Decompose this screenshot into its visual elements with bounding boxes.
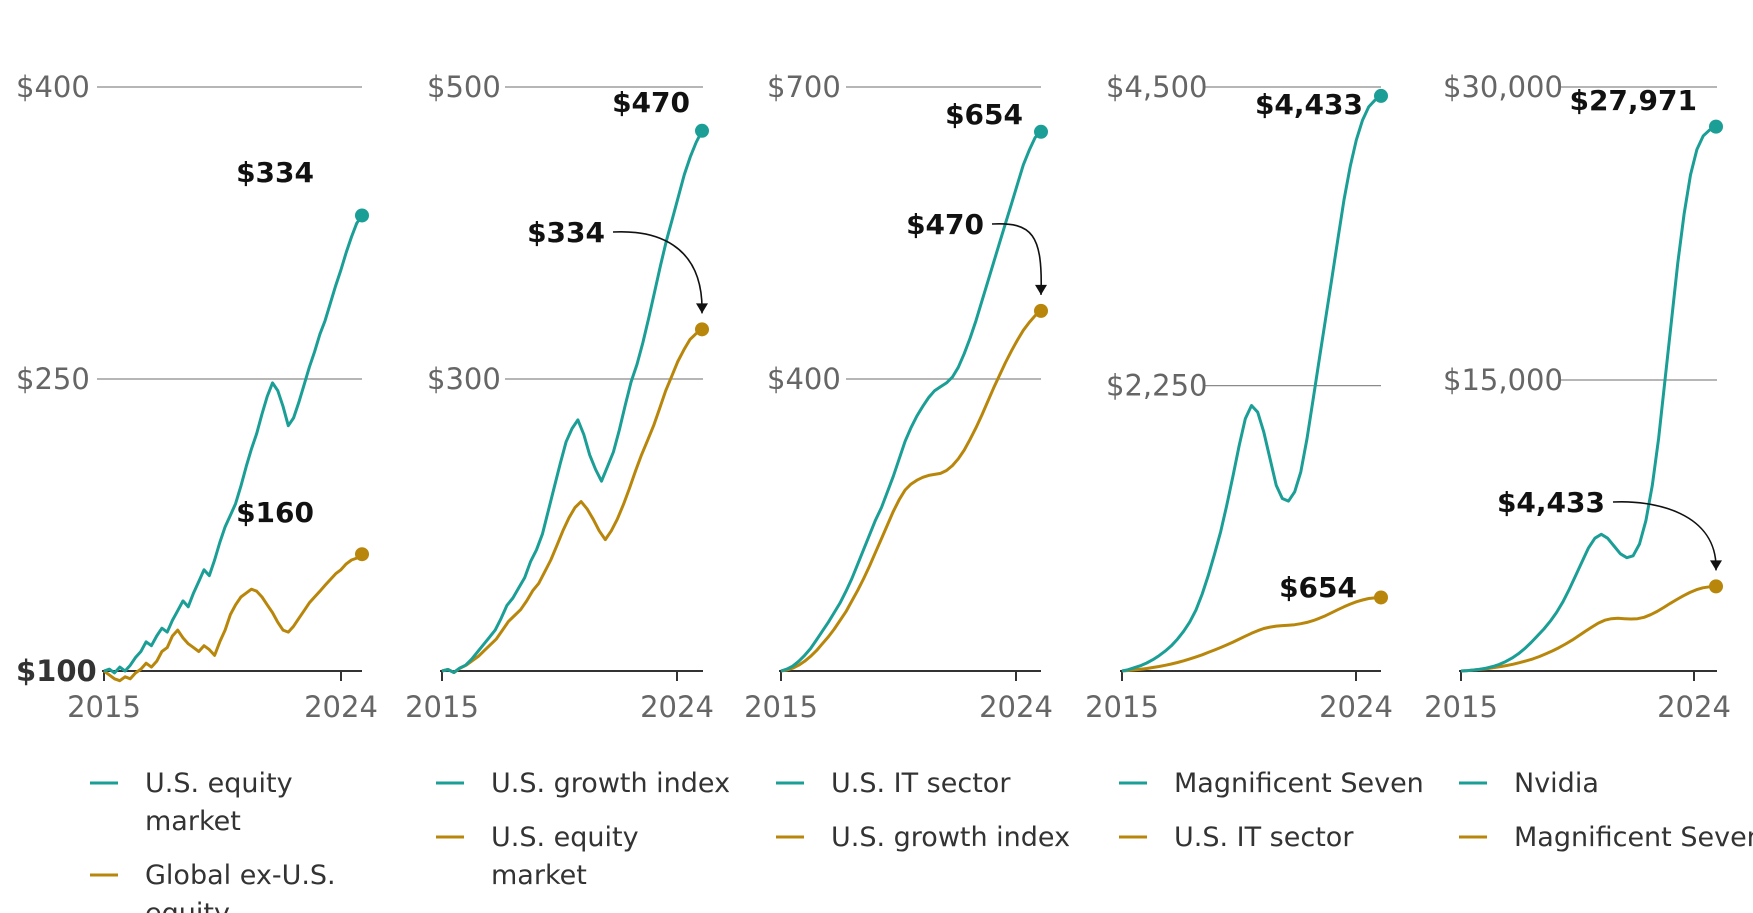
legend-label: market: [491, 860, 587, 891]
annotation-arrowhead: [696, 303, 708, 314]
series-end-marker: [1374, 590, 1388, 605]
end-value-label: $334: [236, 156, 314, 189]
series-end-marker: [695, 322, 709, 337]
y-tick-label: $4,500: [1106, 70, 1207, 104]
legend-label: Magnificent Seven: [1514, 822, 1753, 853]
legend-label: U.S. equity: [145, 768, 293, 799]
series-line-0: [1460, 125, 1717, 673]
annotation-arrow: [612, 231, 703, 314]
end-value-label: $654: [1279, 571, 1357, 604]
y-tick-label: $400: [16, 70, 90, 104]
panel-1: $100 $250 $400 2015 2024 $334 $160 U.S. equity m…: [16, 70, 378, 913]
x-tick-label: 2015: [744, 690, 818, 724]
x-tick-label: 2024: [979, 690, 1053, 724]
series-line-1: [780, 309, 1042, 673]
series-line-1: [1121, 596, 1382, 673]
y-tick-label: $300: [427, 362, 501, 396]
y-tick-label: $30,000: [1443, 70, 1563, 104]
end-value-label: $470: [906, 208, 984, 241]
y-tick-label: $700: [767, 70, 841, 104]
end-value-label: $654: [945, 98, 1023, 131]
series-end-marker: [1034, 303, 1048, 318]
y-tick-label: $500: [427, 70, 501, 104]
end-value-label: $160: [236, 496, 314, 529]
x-tick-label: 2024: [304, 690, 378, 724]
legend-label: U.S. equity: [491, 822, 639, 853]
legend-label: market: [145, 806, 241, 837]
end-value-label: $470: [612, 86, 690, 119]
series-line-1: [441, 328, 703, 674]
panel-5: $15,000 $30,000 2015 2024 $27,971 $4,433 Nvidi…: [1424, 70, 1753, 853]
series-line-1: [103, 552, 363, 683]
panel-3: $400 $700 2015 2024 $654 $470 U.S. IT sector U.…: [744, 70, 1070, 853]
end-value-label: $334: [527, 216, 605, 249]
legend-label: Magnificent Seven: [1174, 768, 1424, 799]
series-end-marker: [1034, 124, 1048, 139]
series-end-marker: [1374, 88, 1388, 103]
end-value-label: $27,971: [1569, 84, 1697, 117]
legend-label: Nvidia: [1514, 768, 1599, 799]
legend-label: U.S. IT sector: [831, 768, 1011, 799]
series-end-marker: [1709, 579, 1723, 594]
series-line-1: [1460, 584, 1717, 673]
y-tick-label: $100: [16, 654, 97, 688]
annotation-arrow: [991, 223, 1043, 295]
legend-label: Global ex-U.S.: [145, 860, 336, 891]
series-line-0: [103, 214, 364, 675]
legend-label: equity: [145, 898, 230, 913]
annotation-arrow: [1612, 501, 1717, 571]
x-tick-label: 2024: [1319, 690, 1393, 724]
x-tick-label: 2015: [1085, 690, 1159, 724]
x-tick-label: 2024: [640, 690, 714, 724]
series-line-0: [1121, 94, 1382, 673]
annotation-arrowhead: [1710, 560, 1722, 571]
legend-label: U.S. IT sector: [1174, 822, 1354, 853]
series-end-marker: [695, 123, 709, 138]
y-tick-label: $400: [767, 362, 841, 396]
y-tick-label: $250: [16, 362, 90, 396]
series-line-0: [441, 130, 704, 674]
y-tick-label: $15,000: [1443, 363, 1563, 397]
x-tick-label: 2024: [1657, 690, 1731, 724]
annotation-arrowhead: [1035, 284, 1047, 295]
panel-2: $300 $500 2015 2024 $470 $334 U.S. growth inde…: [405, 70, 730, 891]
series-end-marker: [355, 547, 369, 562]
legend-label: U.S. growth index: [831, 822, 1070, 853]
y-tick-label: $2,250: [1106, 369, 1207, 403]
x-tick-label: 2015: [67, 690, 141, 724]
legend-label: U.S. growth index: [491, 768, 730, 799]
series-end-marker: [1709, 119, 1723, 134]
panel-4: $2,250 $4,500 2015 2024 $4,433 $654 Magnificen…: [1085, 70, 1424, 853]
x-tick-label: 2015: [405, 690, 479, 724]
series-end-marker: [355, 208, 369, 223]
end-value-label: $4,433: [1255, 88, 1363, 121]
x-tick-label: 2015: [1424, 690, 1498, 724]
end-value-label: $4,433: [1497, 486, 1605, 519]
series-line-0: [780, 130, 1043, 673]
